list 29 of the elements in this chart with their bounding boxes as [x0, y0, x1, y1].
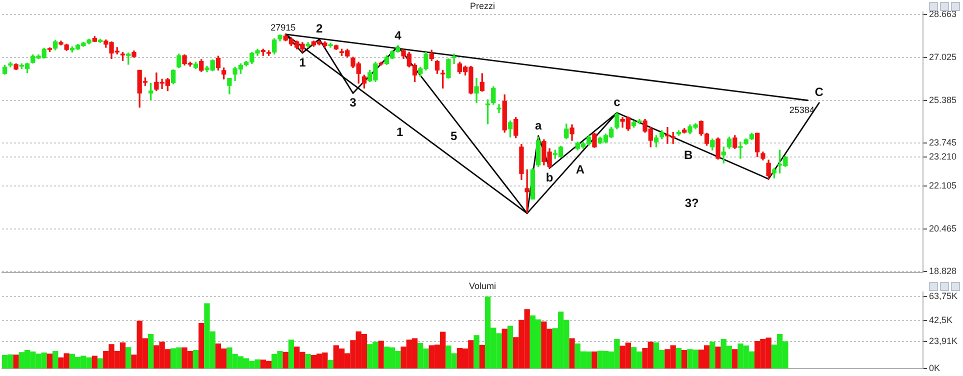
y-tick-label: 28.663: [929, 9, 957, 20]
y-tick-label: 20.465: [929, 223, 957, 234]
y-tick-label: 25.385: [929, 94, 957, 105]
annotation: 3?: [684, 196, 699, 210]
chart-title: Volumi: [468, 280, 496, 291]
y-tick-label: 23,91K: [929, 336, 958, 346]
y-tick-label: 18.828: [929, 266, 957, 276]
y-tick-label: 27.025: [929, 52, 957, 62]
series-label: c: [614, 95, 621, 110]
series-label: 1: [299, 55, 306, 70]
series-label: A: [576, 162, 585, 177]
series-label: 2: [316, 22, 323, 36]
series-label: B: [684, 148, 694, 162]
series-label: b: [546, 170, 554, 184]
y-tick-label: 22.105: [929, 180, 957, 190]
y-tick-label: 42,5K: [929, 315, 953, 326]
series-label: 5: [450, 128, 458, 143]
series-label: a: [534, 118, 542, 132]
data-label: 25384: [789, 104, 814, 115]
data-label: 27915: [270, 22, 296, 33]
y-tick-label: 23.210: [929, 152, 957, 162]
series-label: 3: [350, 95, 357, 110]
series-label: 1: [396, 124, 404, 139]
y-tick-label: 23.745: [929, 138, 957, 148]
chart-title: Prezzi: [470, 0, 496, 11]
y-tick-label: 63,75K: [929, 291, 958, 302]
y-tick-label: 0K: [929, 363, 940, 374]
series-label: C: [814, 85, 824, 100]
series-label: 4: [394, 28, 402, 43]
